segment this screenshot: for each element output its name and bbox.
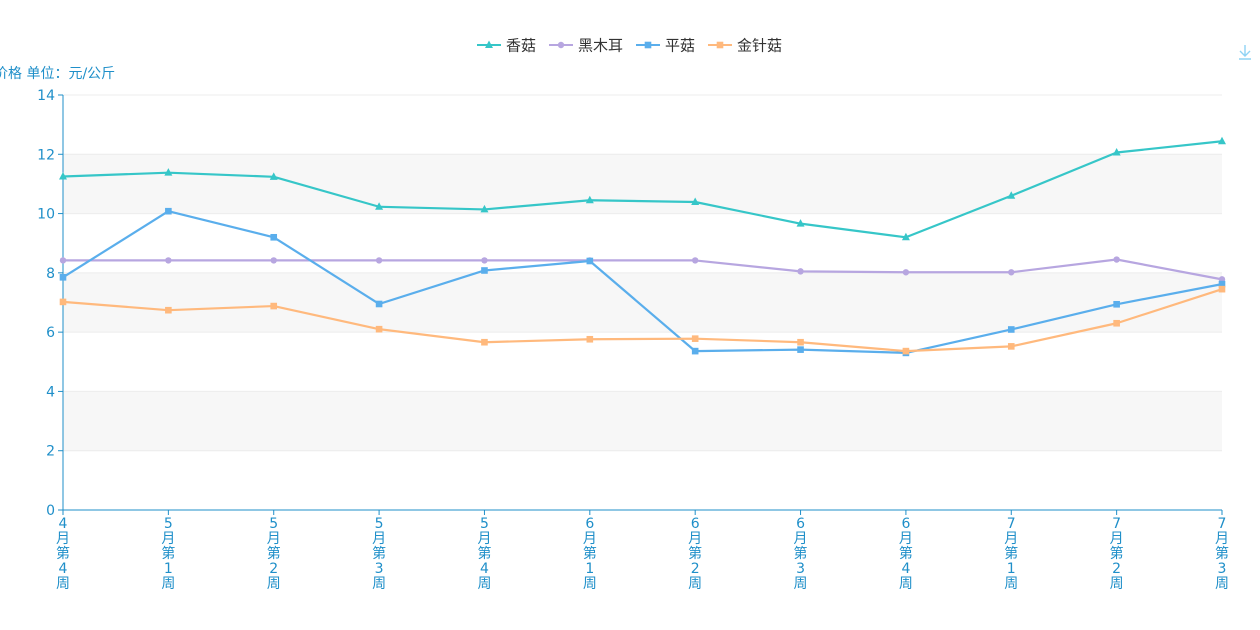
legend-label: 香菇	[506, 37, 536, 55]
data-point[interactable]	[1007, 191, 1016, 199]
grid-bands	[63, 154, 1222, 451]
legend-marker[interactable]	[716, 41, 724, 49]
data-point[interactable]	[902, 269, 910, 276]
data-point[interactable]	[797, 338, 804, 346]
data-point[interactable]	[691, 197, 700, 206]
series-line	[62, 210, 1223, 354]
series-line	[62, 288, 1223, 353]
data-point[interactable]	[1113, 300, 1120, 308]
data-point[interactable]	[1218, 285, 1226, 293]
grid-band	[63, 154, 1222, 214]
data-point[interactable]	[586, 257, 594, 265]
data-point[interactable]	[59, 257, 67, 264]
data-point[interactable]	[1007, 343, 1015, 350]
x-tick-label: 6 月第 3 周	[794, 516, 808, 592]
grid-band	[63, 391, 1222, 451]
data-point[interactable]	[59, 274, 67, 281]
data-point[interactable]	[1113, 256, 1120, 263]
data-point[interactable]	[691, 347, 699, 355]
y-tick-label: 2	[46, 444, 55, 460]
data-point[interactable]	[1008, 269, 1015, 276]
y-tick-label: 0	[46, 503, 55, 519]
x-tick-labels: 4 月第 4 周 5 月第 1 周 5 月第 2 周 5 月第 3 周 5 月第 4 周 6 月第 1 周 6 月第 2 周 6 月第 3 周…	[56, 516, 1229, 592]
data-point[interactable]	[59, 298, 67, 306]
data-point[interactable]	[902, 347, 910, 355]
data-point[interactable]	[164, 168, 173, 176]
y-tick-label: 10	[37, 207, 55, 223]
data-point[interactable]	[375, 202, 384, 210]
data-point[interactable]	[586, 335, 594, 343]
data-point[interactable]	[585, 195, 594, 204]
y-tick-label: 12	[37, 147, 55, 163]
x-tick-label: 7 月第 1 周	[1004, 516, 1018, 592]
data-point[interactable]	[165, 306, 172, 314]
x-tick-label: 6 月第 1 周	[583, 516, 597, 592]
legend-label: 金针菇	[737, 37, 782, 55]
legend-marker[interactable]	[485, 40, 493, 49]
data-point[interactable]	[165, 257, 172, 264]
axes	[58, 94, 1223, 515]
data-point[interactable]	[270, 233, 278, 241]
x-tick-label: 7 月第 2 周	[1110, 516, 1124, 592]
grid-band	[63, 272, 1222, 333]
x-tick-label: 5 月第 2 周	[267, 516, 281, 592]
legend-item[interactable]: 金针菇	[708, 37, 782, 55]
data-point[interactable]	[481, 267, 488, 274]
x-tick-label: 4 月第 4 周	[56, 516, 70, 592]
data-point[interactable]	[375, 257, 383, 264]
series-line	[63, 258, 1223, 281]
data-point[interactable]	[269, 172, 278, 180]
y-axis-title: 价格 单位：元/公斤	[0, 66, 115, 82]
y-tick-label: 8	[46, 266, 55, 282]
download-icon[interactable]	[1239, 45, 1251, 60]
data-point[interactable]	[691, 257, 699, 264]
y-tick-label: 4	[46, 384, 55, 400]
x-tick-label: 7 月第 3 周	[1215, 516, 1229, 592]
data-point[interactable]	[1218, 136, 1226, 145]
x-tick-label: 6 月第 4 周	[899, 516, 913, 592]
data-point[interactable]	[797, 268, 804, 275]
grid-lines	[63, 94, 1222, 452]
series-2	[59, 256, 1226, 283]
legend-label: 黑木耳	[578, 37, 623, 55]
y-tick-labels: 0 2 4 6 8 10 12 14	[37, 88, 55, 519]
legend-item[interactable]: 平菇	[636, 37, 695, 55]
series-line	[62, 140, 1223, 239]
data-point[interactable]	[165, 207, 172, 215]
data-point[interactable]	[481, 257, 488, 264]
data-point[interactable]	[375, 325, 383, 333]
series-group	[59, 136, 1226, 357]
legend-marker[interactable]	[557, 41, 565, 49]
data-point[interactable]	[270, 257, 277, 264]
data-point[interactable]	[480, 204, 489, 213]
data-point[interactable]	[375, 300, 383, 308]
x-tick-label: 5 月第 3 周	[372, 516, 386, 592]
y-tick-label: 14	[37, 88, 55, 104]
legend[interactable]: 香菇 黑木耳 平菇 金针菇	[477, 37, 782, 55]
data-point[interactable]	[1113, 319, 1120, 327]
data-point[interactable]	[1218, 280, 1226, 288]
legend-item[interactable]: 黑木耳	[549, 37, 623, 55]
x-tick-label: 6 月第 2 周	[688, 516, 702, 592]
x-tick-label: 5 月第 1 周	[161, 516, 175, 592]
series-4	[59, 285, 1226, 355]
data-point[interactable]	[797, 346, 804, 353]
data-point[interactable]	[1112, 148, 1121, 156]
y-tick-label: 6	[46, 325, 55, 341]
legend-item[interactable]: 香菇	[477, 37, 536, 55]
series-1	[59, 136, 1226, 241]
data-point[interactable]	[270, 302, 278, 310]
data-point[interactable]	[1007, 326, 1015, 333]
legend-label: 平菇	[665, 37, 695, 55]
legend-marker[interactable]	[644, 41, 652, 49]
data-point[interactable]	[59, 172, 67, 180]
data-point[interactable]	[901, 232, 910, 241]
x-tick-label: 5 月第 4 周	[477, 516, 491, 592]
data-point[interactable]	[796, 219, 805, 227]
data-point[interactable]	[481, 338, 488, 346]
data-point[interactable]	[691, 335, 699, 342]
